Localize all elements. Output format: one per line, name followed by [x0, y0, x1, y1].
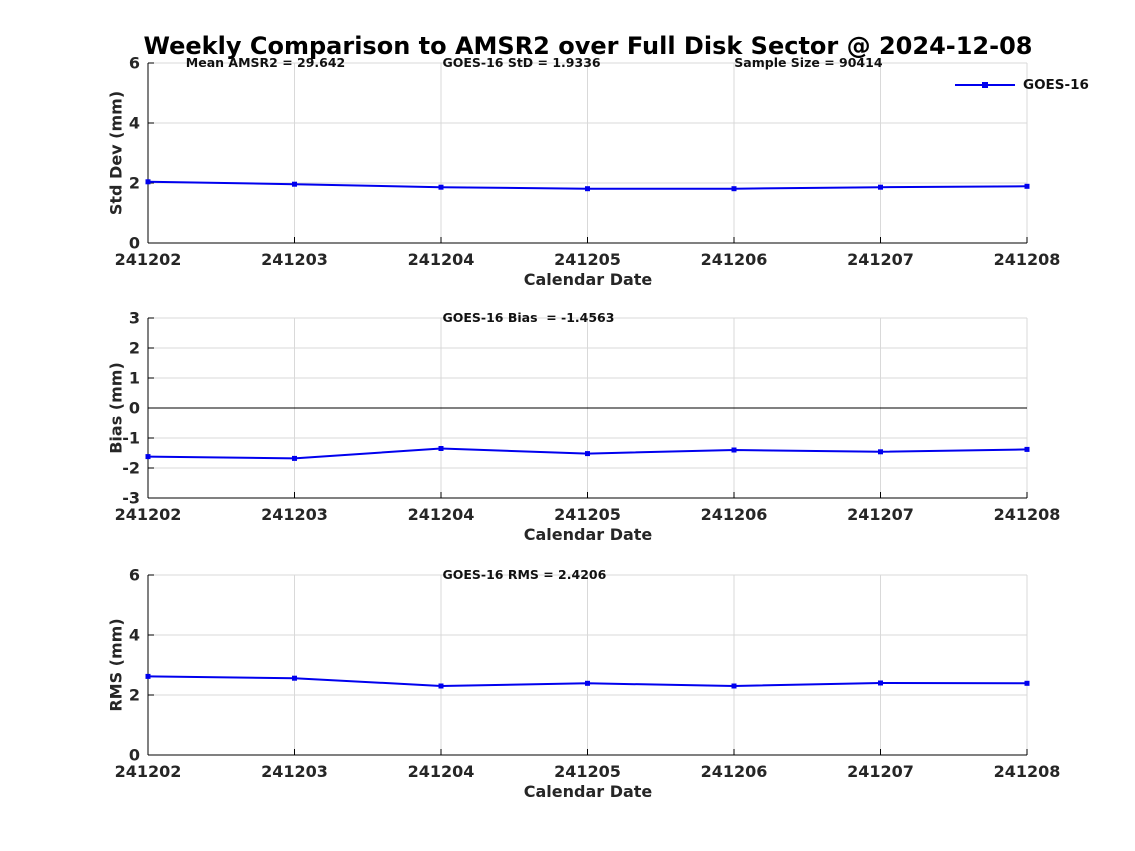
x-axis-label-bias: Calendar Date	[523, 525, 653, 544]
figure-title: Weekly Comparison to AMSR2 over Full Dis…	[143, 32, 1033, 60]
data-point	[878, 449, 883, 455]
x-tick-label: 241208	[994, 505, 1061, 524]
gridlines	[147, 62, 1028, 244]
data-point	[145, 673, 151, 679]
y-tick-label: 2	[129, 174, 140, 193]
y-tick-label: 2	[129, 686, 140, 705]
y-axis-label-bias: Bias (mm)	[106, 362, 126, 454]
legend: GOES-16	[953, 77, 1089, 93]
data-point	[731, 186, 737, 192]
x-tick-label: 241203	[261, 762, 328, 781]
data-point	[878, 680, 883, 686]
y-tick-label: -2	[122, 459, 140, 478]
x-tick-label: 241205	[554, 505, 621, 524]
data-point	[145, 454, 151, 460]
data-point	[1024, 446, 1030, 452]
annotation: Sample Size = 90414	[734, 55, 883, 70]
annotation: GOES-16 RMS = 2.4206	[442, 567, 607, 582]
y-tick-label: 4	[129, 626, 140, 645]
data-point	[438, 446, 444, 451]
x-tick-label: 241207	[847, 762, 914, 781]
data-point	[731, 447, 737, 453]
data-point	[145, 179, 151, 185]
data-point	[731, 683, 737, 689]
y-axis-label-std-dev: Std Dev (mm)	[106, 90, 126, 216]
x-tick-label: 241203	[261, 250, 328, 269]
data-point	[585, 186, 590, 192]
x-tick-label: 241205	[554, 250, 621, 269]
axis-ticks	[147, 574, 1028, 756]
data-point	[292, 181, 297, 187]
y-tick-label: 0	[129, 746, 140, 765]
y-tick-label: -3	[122, 489, 140, 508]
plot-area-bias: 241202 241203 241204 241205 241206 241207 2412…	[115, 310, 1061, 524]
x-tick-label: 241207	[847, 505, 914, 524]
y-tick-label: 6	[129, 55, 140, 73]
x-tick-label: 241204	[408, 762, 475, 781]
data-point	[438, 184, 444, 190]
data-point	[438, 683, 444, 689]
x-axis-label-std-dev: Calendar Date	[523, 270, 653, 289]
gridlines	[147, 574, 1028, 756]
data-point	[878, 184, 883, 190]
plot-area-rms: 241202 241203 241204 241205 241206 241207 2412…	[115, 567, 1061, 781]
legend-marker	[982, 82, 988, 88]
y-tick-label: 3	[129, 310, 140, 328]
x-tick-label: 241202	[115, 762, 182, 781]
x-tick-label: 241202	[115, 505, 182, 524]
y-axis-label-rms: RMS (mm)	[106, 618, 126, 712]
x-tick-label: 241206	[701, 762, 768, 781]
data-point	[1024, 183, 1030, 189]
legend-label: GOES-16	[1023, 77, 1089, 93]
x-tick-label: 241206	[701, 505, 768, 524]
x-tick-label: 241204	[408, 505, 475, 524]
legend-line-sample	[955, 82, 1015, 88]
annotation: Mean AMSR2 = 29.642	[185, 55, 346, 70]
annotation: GOES-16 Bias = -1.4563	[442, 310, 615, 325]
annotation: GOES-16 StD = 1.9336	[442, 55, 601, 70]
axis-ticks	[147, 62, 1028, 244]
data-point	[585, 680, 590, 686]
x-tick-label: 241205	[554, 762, 621, 781]
x-tick-label: 241202	[115, 250, 182, 269]
x-tick-label: 241203	[261, 505, 328, 524]
y-tick-label: 2	[129, 339, 140, 358]
data-point	[292, 455, 297, 461]
x-tick-label: 241204	[408, 250, 475, 269]
data-point	[1024, 680, 1030, 686]
x-tick-label: 241208	[994, 762, 1061, 781]
y-tick-label: -1	[122, 429, 140, 448]
x-axis-label-rms: Calendar Date	[523, 782, 653, 801]
axis-ticks	[147, 317, 1028, 499]
y-tick-label: 4	[129, 114, 140, 133]
y-tick-label: 1	[129, 369, 140, 388]
x-tick-label: 241207	[847, 250, 914, 269]
y-tick-label: 0	[129, 234, 140, 253]
x-tick-label: 241206	[701, 250, 768, 269]
y-tick-label: 6	[129, 567, 140, 585]
x-tick-label: 241208	[994, 250, 1061, 269]
data-point	[585, 451, 590, 457]
plot-area-std-dev: 241202 241203 241204 241205 241206 241207 2412…	[115, 55, 1061, 269]
data-point	[292, 675, 297, 681]
y-tick-label: 0	[129, 399, 140, 418]
